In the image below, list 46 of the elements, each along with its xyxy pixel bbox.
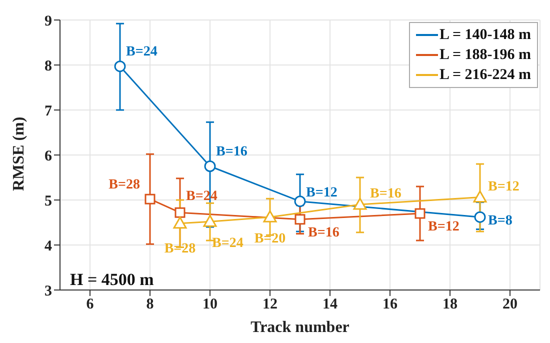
y-axis-title: RMSE (m)	[10, 116, 28, 191]
point	[473, 190, 487, 203]
point	[114, 60, 126, 72]
point	[203, 214, 217, 227]
point	[294, 196, 306, 208]
point	[353, 198, 367, 210]
annotation: H = 4500 m	[70, 270, 154, 290]
x-tick-label: 6	[86, 296, 94, 313]
x-tick-label: 12	[262, 296, 278, 313]
point	[204, 160, 216, 172]
annotation: B=20	[254, 231, 286, 246]
point	[294, 214, 306, 225]
point	[263, 210, 277, 222]
annotation: B=12	[428, 220, 460, 235]
x-tick-label: 18	[442, 296, 458, 313]
legend-label: L = 188-196 m	[440, 46, 531, 65]
point	[414, 208, 426, 219]
legend-label: L = 140-148 m	[440, 26, 531, 45]
x-tick-label: 10	[202, 296, 218, 313]
annotation: B=8	[488, 213, 512, 228]
x-tick-label: 14	[322, 296, 338, 313]
x-axis-title: Track number	[250, 319, 350, 336]
annotation: B=24	[212, 236, 244, 251]
y-tick-label: 6	[44, 148, 52, 164]
point	[474, 211, 486, 223]
legend-label: L = 216-224 m	[440, 66, 531, 85]
annotation: B=16	[216, 144, 248, 160]
annotation: B=28	[108, 177, 140, 192]
annotation: B=12	[488, 180, 520, 195]
point	[173, 216, 187, 229]
x-tick-label: 16	[382, 296, 398, 313]
annotation: B=16	[308, 226, 340, 241]
x-tick-label: 20	[502, 296, 518, 313]
point	[174, 207, 186, 218]
annotation: B=24	[126, 44, 158, 60]
point	[144, 194, 156, 204]
annotation: B=28	[164, 242, 196, 257]
y-tick-label: 5	[44, 193, 52, 210]
y-tick-label: 7	[44, 103, 52, 120]
y-tick-label: 3	[44, 283, 52, 300]
y-tick-label: 8	[44, 58, 52, 74]
y-tick-label: 4	[44, 238, 52, 254]
annotation: B=16	[370, 186, 402, 202]
y-tick-label: 9	[44, 13, 52, 30]
x-tick-label: 8	[146, 296, 154, 313]
annotation: B=12	[306, 186, 338, 201]
